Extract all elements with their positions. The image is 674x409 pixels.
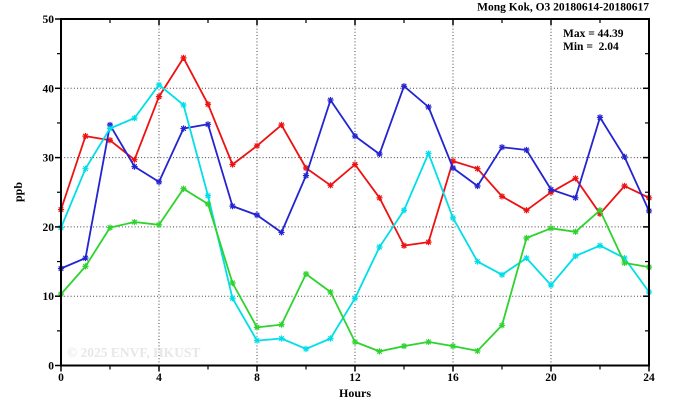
series-cyan-line [60, 83, 650, 350]
x-tick-label: 4 [156, 372, 162, 384]
x-axis-label: Hours [339, 386, 371, 400]
y-tick-label: 30 [43, 153, 55, 165]
x-tick-label: 24 [643, 372, 655, 384]
x-tick-label: 16 [447, 372, 459, 384]
y-tick-label: 0 [48, 361, 54, 373]
x-tick-label: 0 [58, 372, 64, 384]
y-tick-label: 50 [43, 14, 55, 26]
y-axis-label: ppb [11, 182, 25, 202]
x-tick-label: 8 [254, 372, 260, 384]
stat-max: Max = 44.39 [563, 28, 624, 40]
y-tick-label: 40 [43, 83, 55, 95]
y-tick-label: 10 [43, 291, 55, 303]
tick-labels: 0 10 20 30 40 50 0 4 8 12 16 20 24 [43, 14, 656, 384]
data-series [57, 54, 653, 355]
watermark-text: © 2025 ENVF, HKUST [67, 345, 200, 360]
x-tick-label: 20 [545, 372, 557, 384]
chart-title: Mong Kok, O3 20180614-20180617 [477, 2, 649, 14]
axis-ticks [55, 18, 650, 372]
series-blue-line [60, 85, 650, 270]
y-tick-label: 20 [43, 222, 55, 234]
x-tick-label: 12 [349, 372, 361, 384]
stat-min: Min = 2.04 [563, 41, 619, 53]
